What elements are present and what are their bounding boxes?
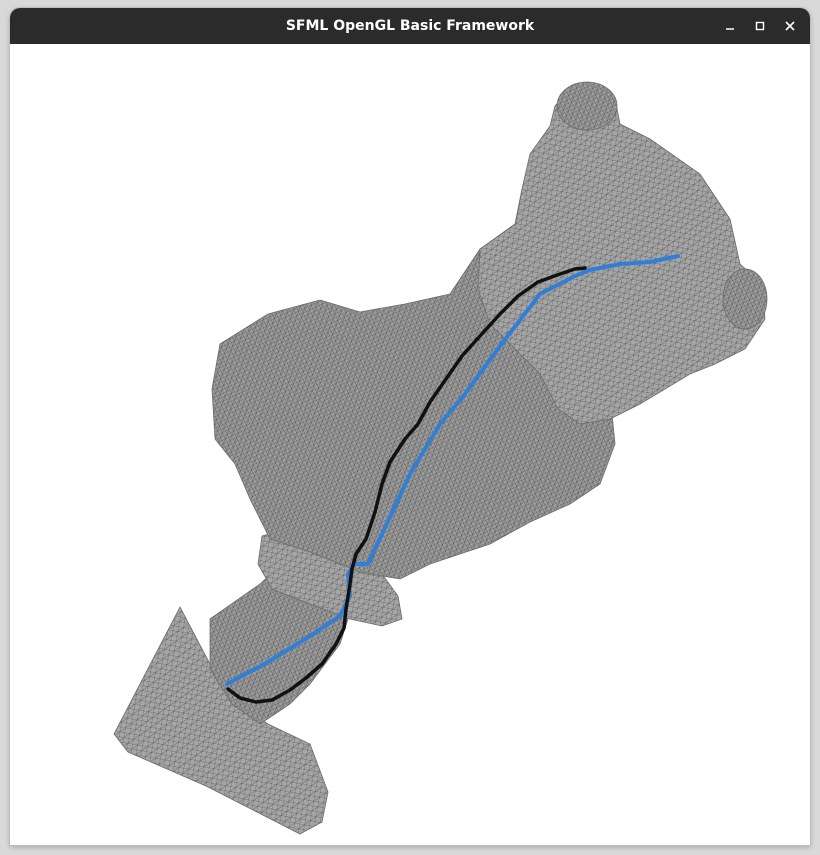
mesh-canvas[interactable] (10, 44, 810, 845)
window-title: SFML OpenGL Basic Framework (285, 18, 535, 34)
close-button[interactable] (780, 16, 800, 36)
window-controls (720, 8, 800, 44)
close-icon (785, 21, 795, 31)
maximize-button[interactable] (750, 16, 770, 36)
maximize-icon (755, 21, 765, 31)
mesh-hair-bun (556, 81, 618, 131)
minimize-button[interactable] (720, 16, 740, 36)
path-blue (225, 254, 680, 686)
minimize-icon (726, 28, 734, 30)
mesh-hair-curl (722, 268, 768, 330)
title-bar[interactable]: SFML OpenGL Basic Framework (10, 8, 810, 44)
app-window: SFML OpenGL Basic Framework (10, 8, 810, 845)
opengl-viewport[interactable] (10, 44, 810, 845)
bust-mesh (113, 81, 768, 835)
path-black (226, 266, 587, 704)
